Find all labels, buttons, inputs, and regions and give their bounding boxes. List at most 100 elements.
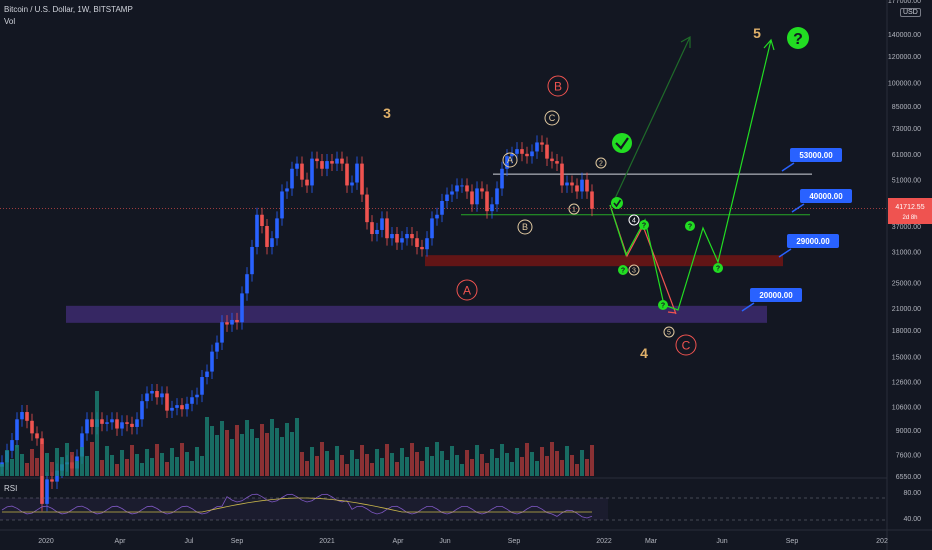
candle-body	[265, 225, 269, 247]
candle-body	[275, 218, 279, 239]
candle-body	[525, 153, 529, 157]
y-tick-label: 12600.00	[892, 380, 921, 387]
level-callout-text: 40000.00	[809, 192, 843, 201]
volume-bar	[300, 452, 304, 476]
volume-bar	[335, 446, 339, 476]
candle-body	[115, 419, 119, 429]
candle-body	[315, 158, 319, 162]
candle-body	[590, 191, 594, 209]
volume-bar	[20, 454, 24, 476]
volume-bar	[215, 435, 219, 476]
candle-body	[185, 403, 189, 410]
level-callout-box	[790, 148, 842, 162]
volume-bar	[400, 448, 404, 476]
candle-body	[295, 163, 299, 169]
candle-body	[360, 163, 364, 195]
volume-bar	[245, 420, 249, 476]
wave-label-2: 2	[599, 161, 603, 168]
candle-body	[345, 163, 349, 186]
x-tick-label: Sep	[231, 538, 244, 545]
x-tick-label: Sep	[786, 538, 799, 545]
volume-bar	[240, 434, 244, 476]
volume-bar	[265, 433, 269, 476]
volume-bar	[285, 423, 289, 476]
volume-bar	[515, 448, 519, 476]
rsi-signal-line	[2, 497, 592, 513]
volume-bar	[475, 445, 479, 476]
candle-body	[155, 391, 159, 398]
candle-body	[350, 182, 354, 186]
y-tick-label: 25000.00	[892, 281, 921, 288]
x-tick-label: Sep	[508, 538, 521, 545]
volume-bar	[185, 452, 189, 476]
candle-body	[200, 377, 204, 395]
alt-bullish-projection	[611, 36, 691, 206]
candle-body	[425, 238, 429, 250]
volume-bar	[190, 461, 194, 476]
candle-body	[450, 191, 454, 195]
chart-header: Bitcoin / U.S. Dollar, 1W, BITSTAMP Vol	[4, 4, 133, 28]
volume-bar	[355, 459, 359, 476]
candle-body	[465, 185, 469, 192]
volume-bar	[325, 451, 329, 476]
volume-bar	[555, 451, 559, 476]
candle-body	[550, 158, 554, 162]
candle-body	[470, 191, 474, 205]
volume-bar	[90, 442, 94, 476]
candle-body	[575, 185, 579, 192]
volume-bar	[195, 447, 199, 476]
volume-bar	[315, 456, 319, 476]
x-tick-label: 2022	[596, 538, 612, 545]
candle-body	[100, 419, 104, 424]
volume-bar	[110, 455, 114, 476]
rsi-band-fill	[0, 498, 608, 520]
volume-bar	[295, 418, 299, 476]
volume-bar	[10, 459, 14, 476]
candle-body	[415, 238, 419, 247]
volume-bar	[525, 443, 529, 476]
volume-bar	[510, 462, 514, 476]
wave-label-C-major: C	[682, 338, 691, 352]
candle-body	[325, 161, 329, 169]
candle-body	[375, 229, 379, 235]
wave-label-B-minor-ring	[517, 219, 533, 235]
wave-label-C-major-ring	[675, 334, 697, 356]
candle-body	[10, 440, 14, 451]
candle-body	[210, 351, 214, 372]
wave-label-3-minor-ring	[628, 264, 640, 276]
candle-body	[90, 419, 94, 427]
candle-body	[540, 142, 544, 145]
wave-label-5-minor: 5	[667, 330, 671, 337]
candle-body	[320, 161, 324, 169]
candle-body	[255, 214, 259, 247]
candle-body	[80, 433, 84, 457]
candle-body	[305, 179, 309, 186]
candle-body	[395, 234, 399, 243]
wave-label-5: 5	[753, 25, 761, 41]
candle-body	[585, 179, 589, 192]
candle-body	[105, 422, 109, 424]
y-tick-label: 37000.00	[892, 224, 921, 231]
candle-body	[30, 420, 34, 434]
wave-label-A-major: A	[463, 283, 471, 297]
volume-bar	[130, 445, 134, 476]
candle-body	[165, 393, 169, 411]
volume-bar	[205, 417, 209, 476]
candle-body	[535, 142, 539, 152]
level-callout-text: 53000.00	[799, 151, 833, 160]
candle-body	[245, 274, 249, 294]
question-icon-ball	[618, 265, 628, 275]
wave-label-A-minor: A	[507, 155, 513, 165]
volume-bar	[370, 463, 374, 476]
candle-body	[515, 149, 519, 154]
candle-body	[480, 188, 484, 192]
y-tick-label: 177000.00	[888, 0, 921, 5]
volume-bar	[350, 450, 354, 476]
currency-badge[interactable]: USD	[900, 8, 921, 17]
volume-bar	[290, 432, 294, 476]
candle-body	[330, 161, 334, 164]
candle-body	[260, 214, 264, 226]
volume-bar	[125, 459, 129, 476]
candle-body	[110, 419, 114, 423]
